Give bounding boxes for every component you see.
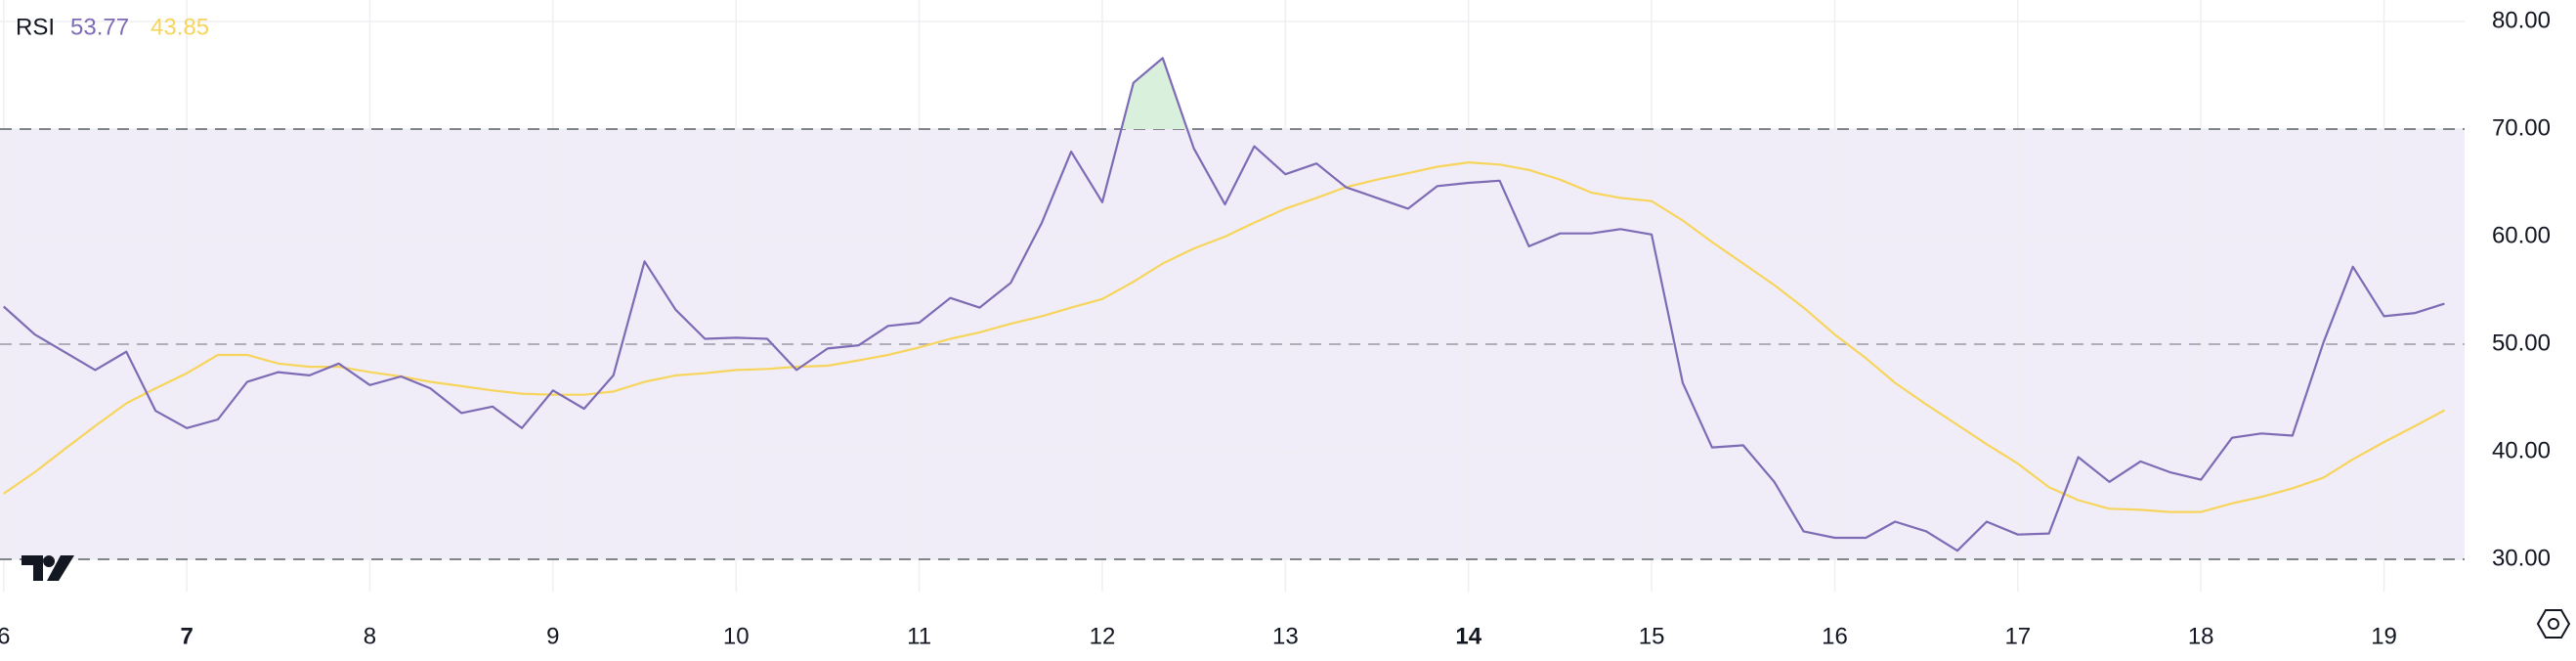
legend-value: 43.85 [150, 14, 209, 40]
y-tick-label: 40.00 [2492, 437, 2551, 463]
x-tick-label: 7 [180, 623, 193, 649]
chart-title: RSI [16, 14, 55, 40]
y-tick-label: 70.00 [2492, 114, 2551, 141]
x-tick-label: 14 [1455, 623, 1481, 649]
x-tick-label: 13 [1272, 623, 1299, 649]
x-tick-label: 15 [1639, 623, 1665, 649]
x-tick-label: 17 [2004, 623, 2031, 649]
x-tick-label: 12 [1090, 623, 1116, 649]
x-tick-label: 6 [0, 623, 10, 649]
rsi-line [3, 161, 2445, 513]
settings-icon[interactable] [2536, 609, 2571, 639]
tradingview-logo [21, 555, 74, 581]
x-tick-label: 8 [364, 623, 376, 649]
legend-value: 53.77 [70, 14, 129, 40]
x-tick-label: 19 [2371, 623, 2397, 649]
rsi-line [3, 57, 2445, 552]
y-tick-label: 50.00 [2492, 330, 2551, 356]
x-tick-label: 11 [907, 623, 931, 649]
y-tick-label: 60.00 [2492, 222, 2551, 248]
x-tick-label: 10 [723, 623, 750, 649]
x-tick-label: 18 [2188, 623, 2214, 649]
y-tick-label: 80.00 [2492, 7, 2551, 33]
x-tick-label: 16 [1822, 623, 1848, 649]
x-tick-label: 9 [546, 623, 559, 649]
y-tick-label: 30.00 [2492, 545, 2551, 571]
